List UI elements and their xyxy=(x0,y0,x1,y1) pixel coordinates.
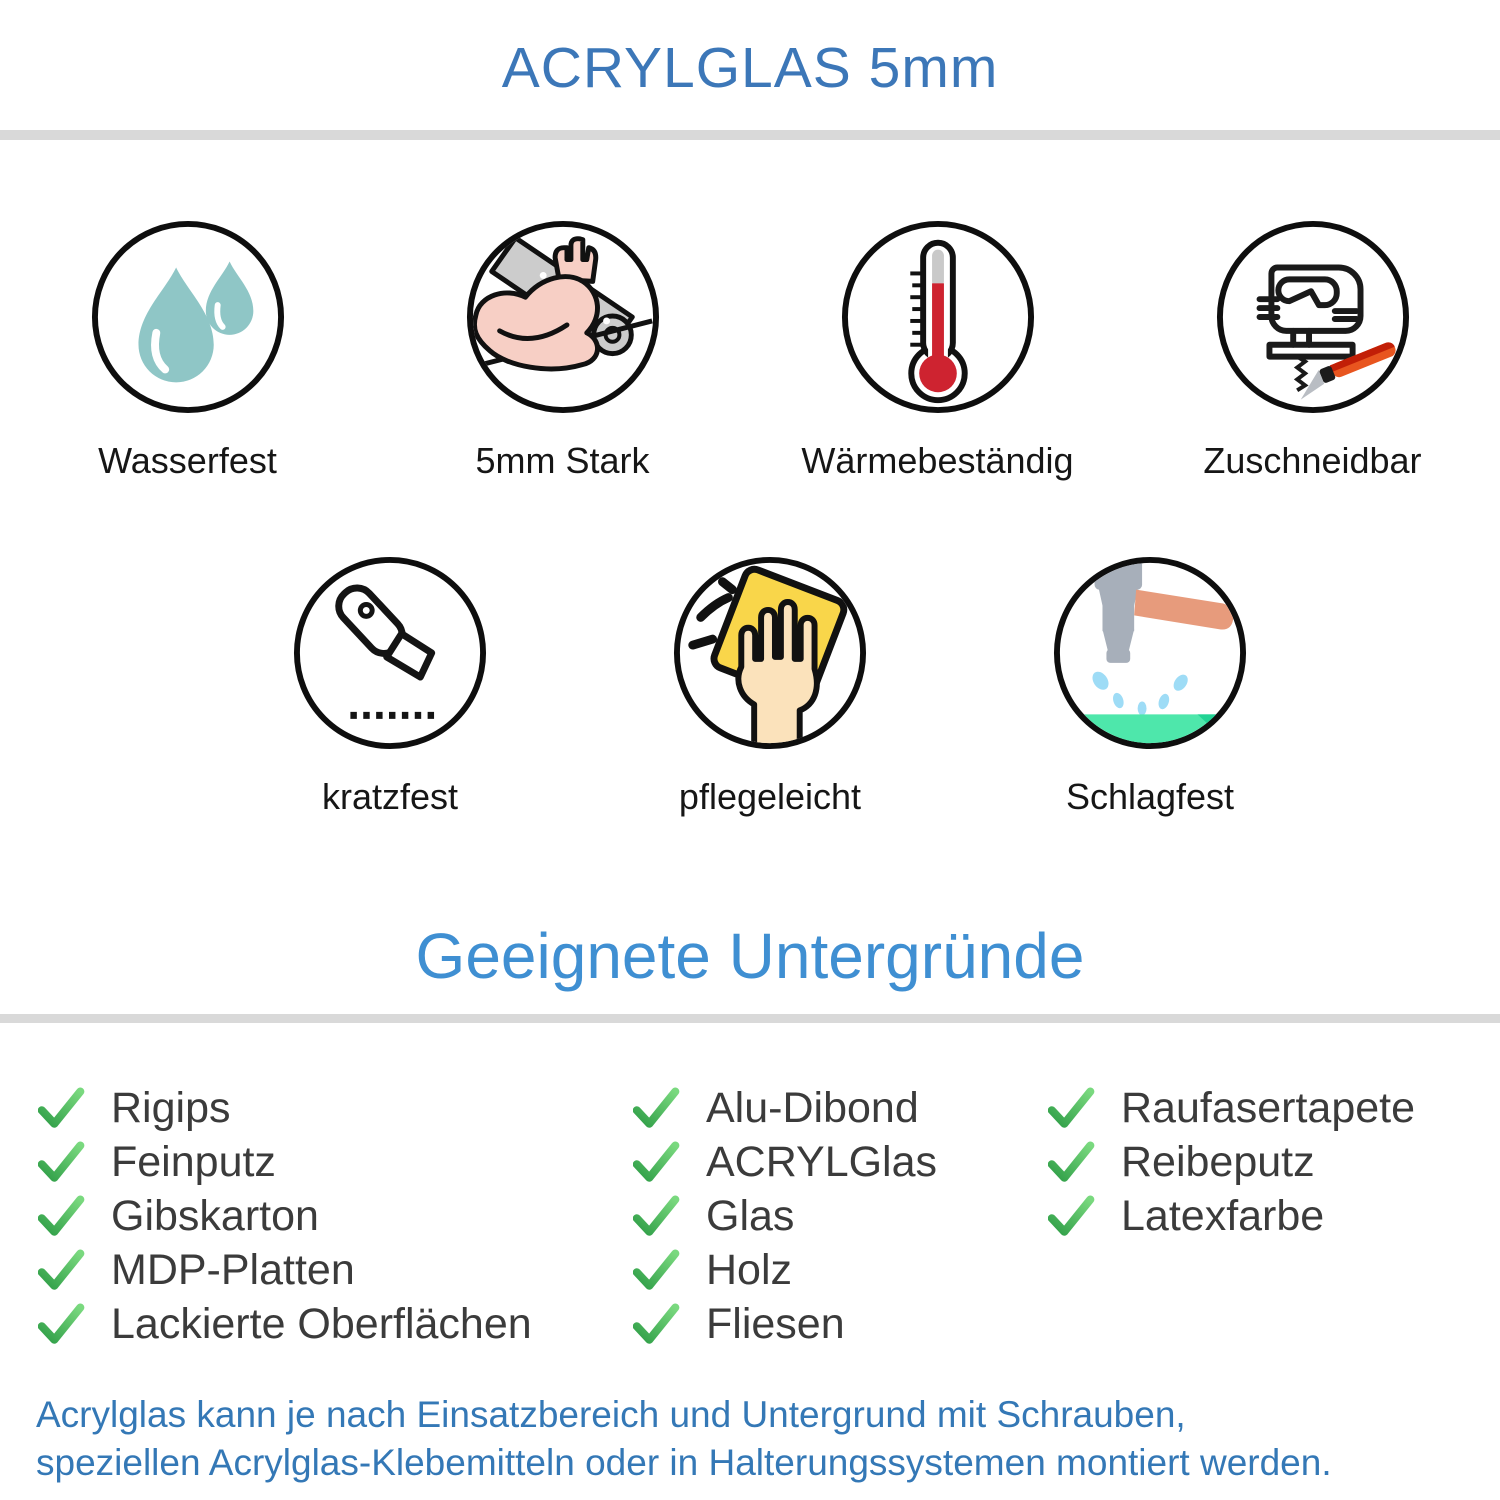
features-row-1: Wasserfest xyxy=(0,218,1500,482)
feature-schlagfest: Schlagfest xyxy=(960,554,1340,818)
checkmark-icon xyxy=(633,1302,680,1346)
section-title-substrates: Geeignete Untergründe xyxy=(415,920,1085,992)
divider-bar-middle xyxy=(0,1014,1500,1023)
checkmark-icon xyxy=(38,1194,85,1238)
feature-wasserfest: Wasserfest xyxy=(0,218,375,482)
divider-bar-top xyxy=(0,130,1500,140)
footer-note: Acrylglas kann je nach Einsatzbereich un… xyxy=(0,1391,1500,1487)
substrates-list: Rigips Feinputz Gibskarton MDP-Platten L… xyxy=(0,1081,1500,1351)
checkmark-icon xyxy=(633,1194,680,1238)
checkmark-icon xyxy=(1048,1194,1095,1238)
checkmark-icon xyxy=(633,1086,680,1130)
footer-line-2: speziellen Acrylglas-Klebemitteln oder i… xyxy=(36,1442,1332,1483)
feature-pflegeleicht: pflegeleicht xyxy=(580,554,960,818)
feature-label: Schlagfest xyxy=(1065,776,1235,817)
checkmark-icon xyxy=(38,1086,85,1130)
feature-label: Zuschneidbar xyxy=(1203,440,1422,481)
list-item: Holz xyxy=(633,1243,1048,1297)
checkmark-icon xyxy=(633,1248,680,1292)
substrate-label: Feinputz xyxy=(111,1137,276,1186)
substrate-label: Raufasertapete xyxy=(1121,1083,1416,1132)
list-item: Latexfarbe xyxy=(1048,1189,1500,1243)
list-item: Glas xyxy=(633,1189,1048,1243)
substrate-label: Fliesen xyxy=(706,1299,845,1348)
water-drops-icon xyxy=(89,218,287,416)
feature-label: kratzfest xyxy=(321,776,459,817)
feature-waermebestaendig: Wärmebeständig xyxy=(750,218,1125,482)
checkmark-icon xyxy=(1048,1140,1095,1184)
list-item: Rigips xyxy=(38,1081,633,1135)
muscle-arm-icon xyxy=(464,218,662,416)
utility-knife-icon xyxy=(291,554,489,752)
substrate-label: MDP-Platten xyxy=(111,1245,355,1294)
substrate-label: Rigips xyxy=(111,1083,231,1132)
substrate-label: ACRYLGlas xyxy=(706,1137,938,1186)
cleaning-cloth-hand-icon xyxy=(671,554,869,752)
feature-label: Wasserfest xyxy=(98,440,277,481)
substrates-column-3: Raufasertapete Reibeputz Latexfarbe xyxy=(1048,1081,1500,1351)
list-item: Reibeputz xyxy=(1048,1135,1500,1189)
feature-label: 5mm Stark xyxy=(475,440,650,481)
list-item: Raufasertapete xyxy=(1048,1081,1500,1135)
page-title: ACRYLGLAS 5mm xyxy=(501,36,999,100)
thermometer-icon xyxy=(839,218,1037,416)
substrate-label: Reibeputz xyxy=(1121,1137,1315,1186)
list-item: Feinputz xyxy=(38,1135,633,1189)
list-item: MDP-Platten xyxy=(38,1243,633,1297)
feature-zuschneidbar: Zuschneidbar xyxy=(1125,218,1500,482)
list-item: ACRYLGlas xyxy=(633,1135,1048,1189)
list-item: Alu-Dibond xyxy=(633,1081,1048,1135)
feature-5mm-stark: 5mm Stark xyxy=(375,218,750,482)
substrate-label: Lackierte Oberflächen xyxy=(111,1299,532,1348)
substrates-column-1: Rigips Feinputz Gibskarton MDP-Platten L… xyxy=(38,1081,633,1351)
feature-label: Wärmebeständig xyxy=(801,440,1074,481)
checkmark-icon xyxy=(633,1140,680,1184)
checkmark-icon xyxy=(38,1140,85,1184)
substrate-label: Alu-Dibond xyxy=(706,1083,919,1132)
checkmark-icon xyxy=(38,1248,85,1292)
hammer-icon xyxy=(1051,554,1249,752)
checkmark-icon xyxy=(38,1302,85,1346)
list-item: Gibskarton xyxy=(38,1189,633,1243)
checkmark-icon xyxy=(1048,1086,1095,1130)
substrate-label: Latexfarbe xyxy=(1121,1191,1325,1240)
feature-kratzfest: kratzfest xyxy=(200,554,580,818)
substrate-label: Glas xyxy=(706,1191,795,1240)
jigsaw-icon xyxy=(1214,218,1412,416)
feature-label: pflegeleicht xyxy=(678,776,862,817)
substrate-label: Holz xyxy=(706,1245,793,1294)
footer-line-1: Acrylglas kann je nach Einsatzbereich un… xyxy=(36,1394,1186,1435)
list-item: Fliesen xyxy=(633,1297,1048,1351)
substrates-column-2: Alu-Dibond ACRYLGlas Glas Holz Fliesen xyxy=(633,1081,1048,1351)
substrate-label: Gibskarton xyxy=(111,1191,319,1240)
list-item: Lackierte Oberflächen xyxy=(38,1297,633,1351)
features-row-2: kratzfest xyxy=(0,554,1500,818)
